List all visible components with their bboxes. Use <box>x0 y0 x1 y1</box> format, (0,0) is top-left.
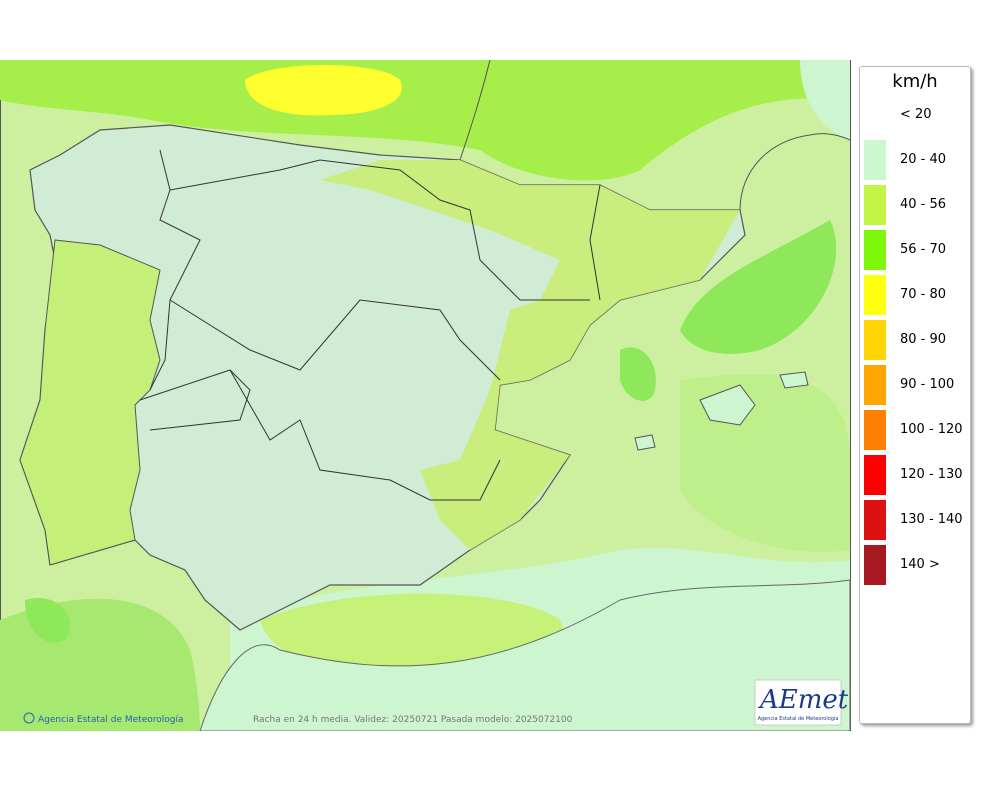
legend-swatch <box>864 140 886 180</box>
legend-title: km/h <box>892 71 938 92</box>
legend-item: 40 - 56 <box>864 185 968 225</box>
coastline <box>459 60 851 211</box>
logo-subtitle: Agencia Estatal de Meteorología <box>758 715 839 722</box>
caption: Racha en 24 h media. Validez: 20250721 P… <box>253 715 573 725</box>
legend-swatch <box>864 410 886 450</box>
legend-label: 40 - 56 <box>900 197 947 212</box>
legend-label: 20 - 40 <box>900 152 947 167</box>
map: Agencia Estatal de Meteorología Racha en… <box>0 60 851 731</box>
sea-zone <box>0 60 850 181</box>
logo-box <box>754 679 842 726</box>
sea-zone <box>25 598 71 643</box>
legend: km/h < 20 20 - 40 40 - 56 56 - 70 70 - 80 80 … <box>859 66 971 724</box>
legend-item: 120 - 130 <box>864 455 968 495</box>
legend-swatch <box>864 275 886 315</box>
portugal-land <box>19 239 161 566</box>
legend-item: 130 - 140 <box>864 500 968 540</box>
legend-swatch <box>864 320 886 360</box>
legend-item: 70 - 80 <box>864 275 968 315</box>
legend-label: 140 > <box>900 557 940 572</box>
legend-item: < 20 <box>864 95 968 135</box>
legend-label: 130 - 140 <box>900 512 963 527</box>
legend-item: 100 - 120 <box>864 410 968 450</box>
africa-land <box>199 579 851 731</box>
wind-zone <box>320 160 740 550</box>
legend-swatch <box>864 545 886 585</box>
legend-swatch <box>864 500 886 540</box>
copyright-icon <box>23 712 35 724</box>
legend-item: 80 - 90 <box>864 320 968 360</box>
legend-swatch <box>864 230 886 270</box>
legend-item: 20 - 40 <box>864 140 968 180</box>
logo-text: AEmet <box>758 685 849 715</box>
credit: Agencia Estatal de Meteorología <box>38 715 184 725</box>
legend-swatch <box>864 95 886 135</box>
island <box>699 384 756 426</box>
sea-zone <box>800 60 850 140</box>
region-borders <box>139 149 601 501</box>
legend-swatch <box>864 365 886 405</box>
legend-swatch <box>864 455 886 495</box>
legend-swatch <box>864 185 886 225</box>
legend-label: < 20 <box>900 107 932 122</box>
legend-item: 90 - 100 <box>864 365 968 405</box>
legend-label: 70 - 80 <box>900 287 947 302</box>
legend-label: 56 - 70 <box>900 242 947 257</box>
island <box>634 434 656 451</box>
legend-label: 100 - 120 <box>900 422 963 437</box>
legend-item: 140 > <box>864 545 968 585</box>
legend-label: 90 - 100 <box>900 377 955 392</box>
legend-label: 80 - 90 <box>900 332 947 347</box>
sea-zone <box>245 65 402 116</box>
legend-label: 120 - 130 <box>900 467 963 482</box>
sea-zone <box>680 220 837 354</box>
legend-item: 56 - 70 <box>864 230 968 270</box>
island <box>779 371 809 389</box>
sea-zone <box>620 347 656 401</box>
